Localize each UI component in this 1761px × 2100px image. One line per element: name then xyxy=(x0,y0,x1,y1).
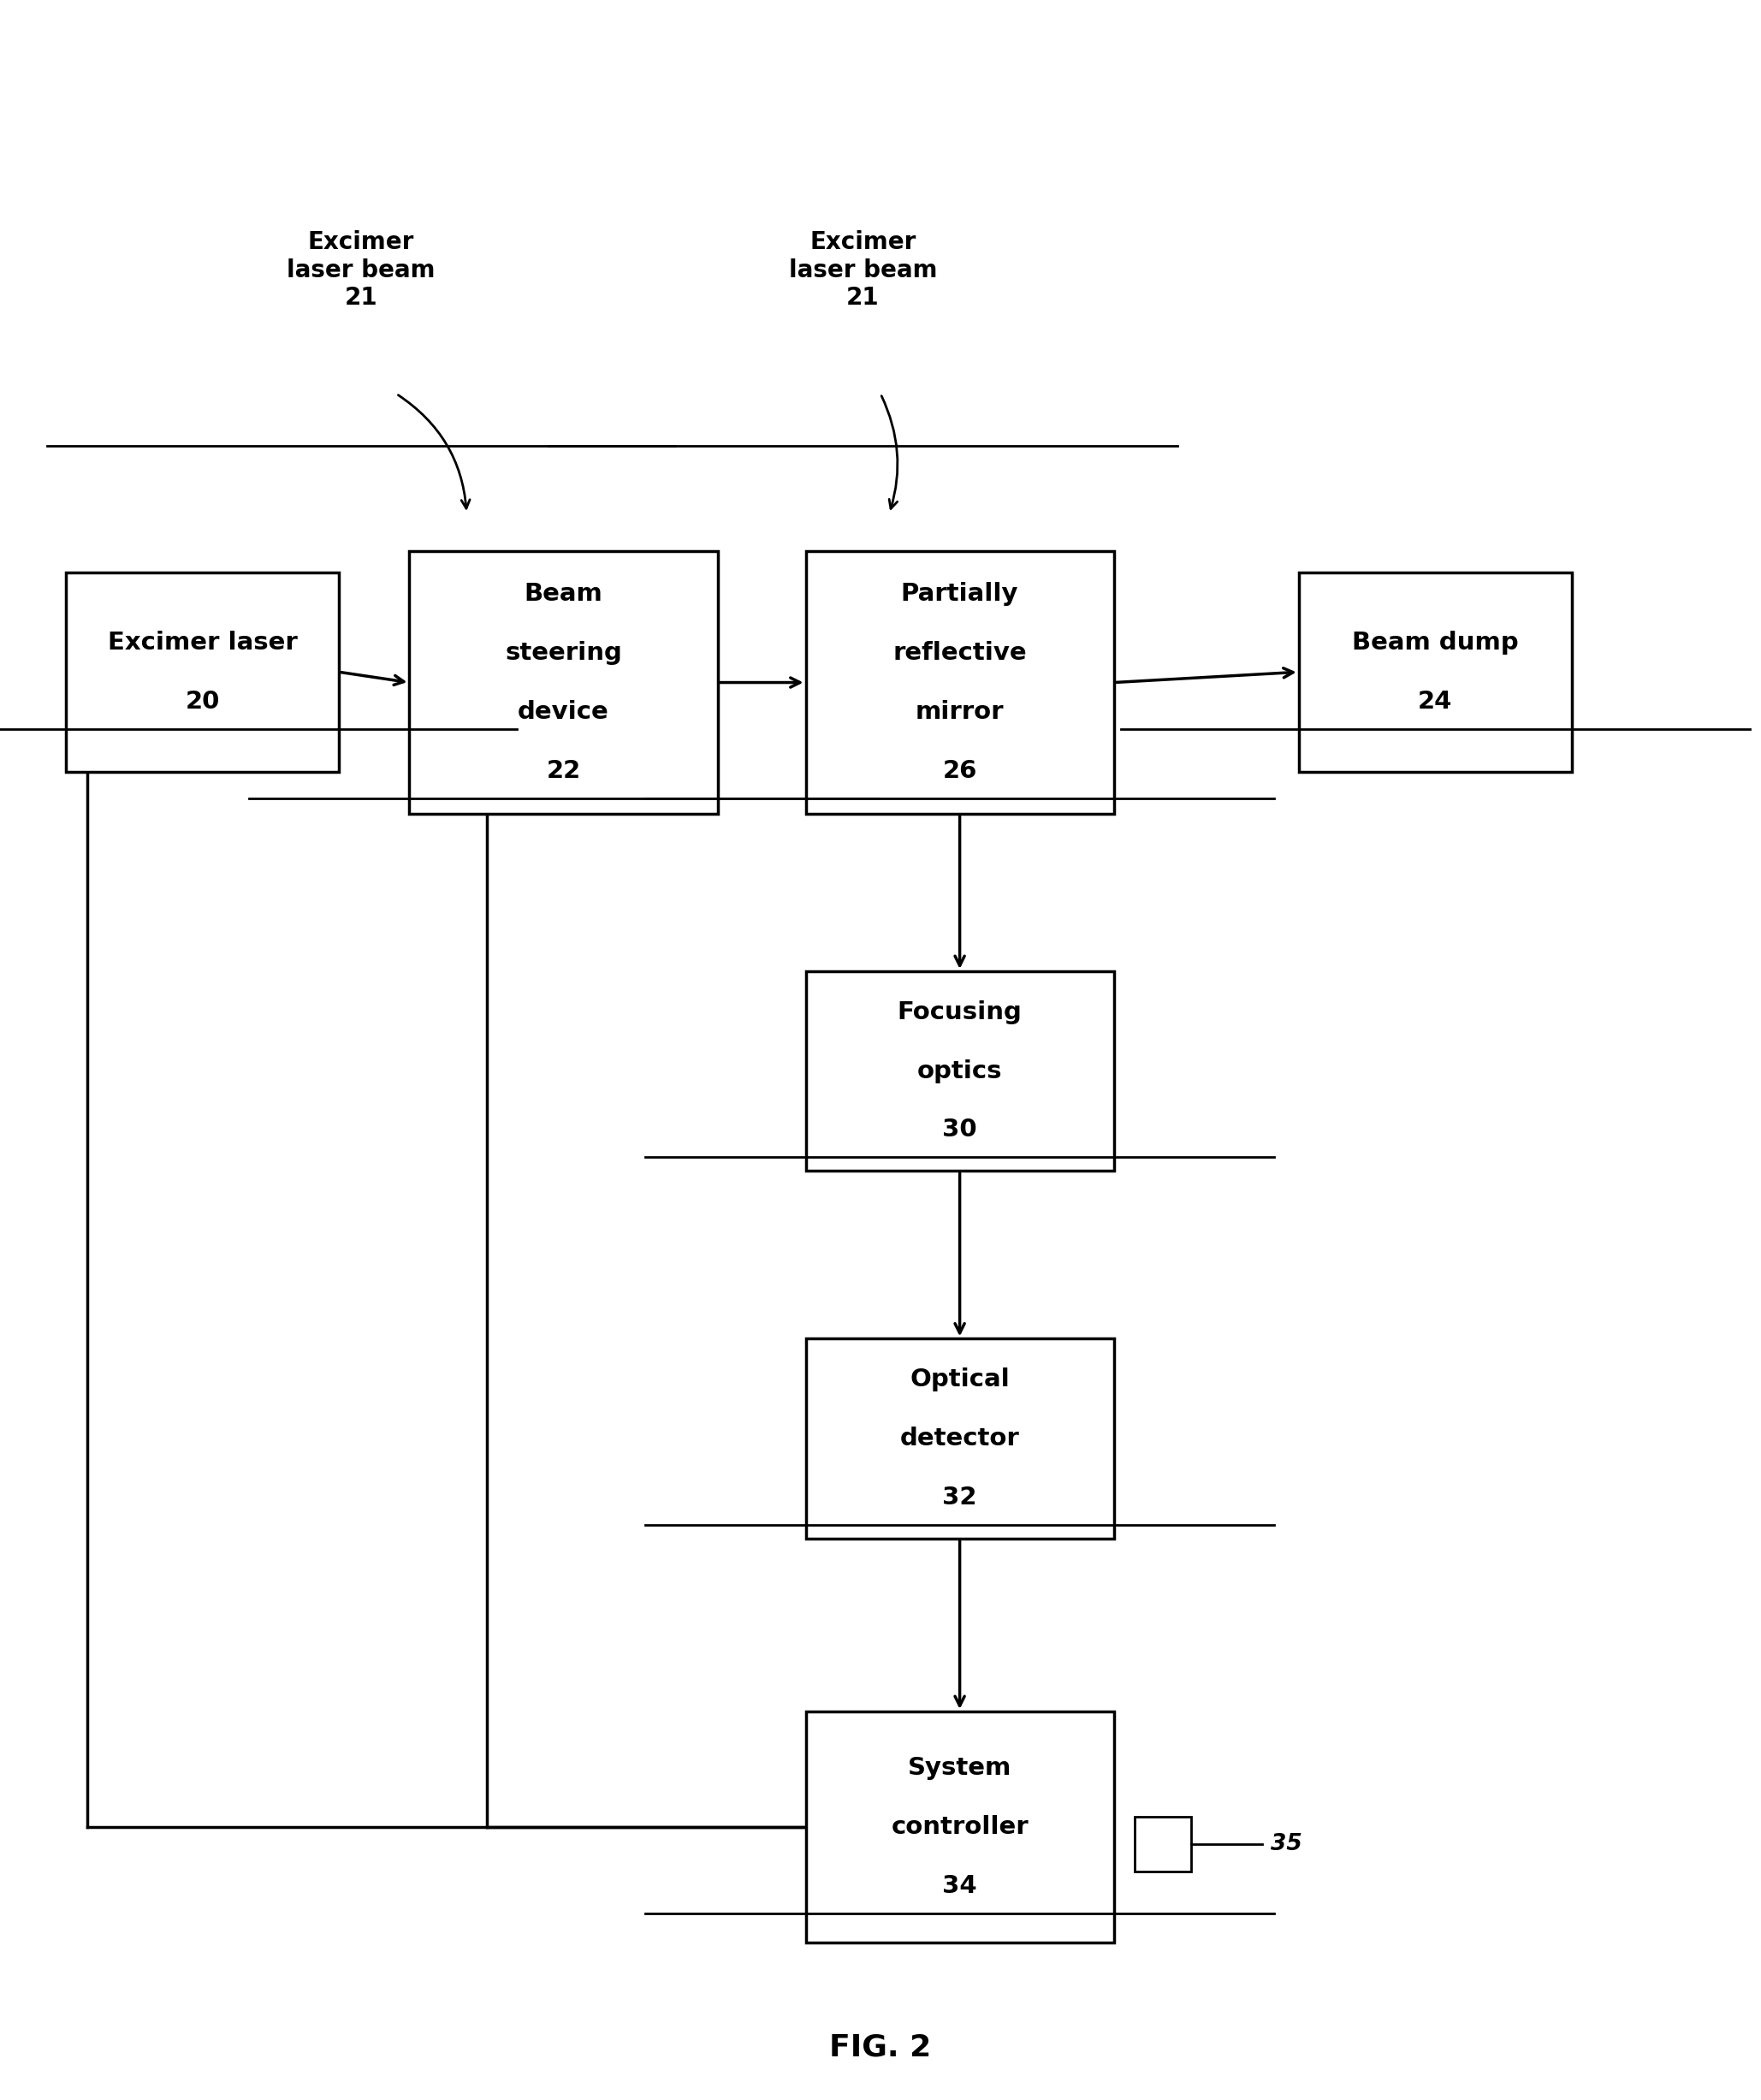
Text: steering: steering xyxy=(505,640,622,666)
Text: detector: detector xyxy=(900,1426,1020,1451)
Text: 34: 34 xyxy=(942,1873,977,1898)
FancyBboxPatch shape xyxy=(807,1340,1115,1537)
FancyBboxPatch shape xyxy=(1134,1816,1192,1871)
FancyBboxPatch shape xyxy=(409,552,718,815)
Text: Excimer
laser beam
21: Excimer laser beam 21 xyxy=(789,231,937,309)
FancyBboxPatch shape xyxy=(807,1711,1115,1942)
Text: Excimer laser: Excimer laser xyxy=(107,630,298,655)
Text: 24: 24 xyxy=(1418,689,1453,714)
Text: Optical: Optical xyxy=(910,1367,1009,1392)
Text: Partially: Partially xyxy=(902,582,1018,607)
Text: System: System xyxy=(909,1756,1011,1781)
Text: Beam dump: Beam dump xyxy=(1352,630,1518,655)
Text: FIG. 2: FIG. 2 xyxy=(829,2033,932,2062)
FancyBboxPatch shape xyxy=(807,972,1115,1172)
Text: controller: controller xyxy=(891,1814,1028,1840)
Text: Excimer
laser beam
21: Excimer laser beam 21 xyxy=(287,231,435,309)
Text: mirror: mirror xyxy=(916,699,1004,724)
FancyBboxPatch shape xyxy=(1298,571,1571,771)
Text: device: device xyxy=(518,699,609,724)
Text: 26: 26 xyxy=(942,758,977,783)
Text: 30: 30 xyxy=(942,1117,977,1142)
Text: 32: 32 xyxy=(942,1485,977,1510)
Text: 20: 20 xyxy=(185,689,220,714)
Text: 22: 22 xyxy=(546,758,581,783)
FancyBboxPatch shape xyxy=(807,552,1115,815)
FancyBboxPatch shape xyxy=(67,571,338,771)
Text: Focusing: Focusing xyxy=(898,1000,1021,1025)
Text: Beam: Beam xyxy=(525,582,602,607)
Text: reflective: reflective xyxy=(893,640,1027,666)
Text: optics: optics xyxy=(917,1058,1002,1084)
Text: 35: 35 xyxy=(1271,1833,1301,1854)
